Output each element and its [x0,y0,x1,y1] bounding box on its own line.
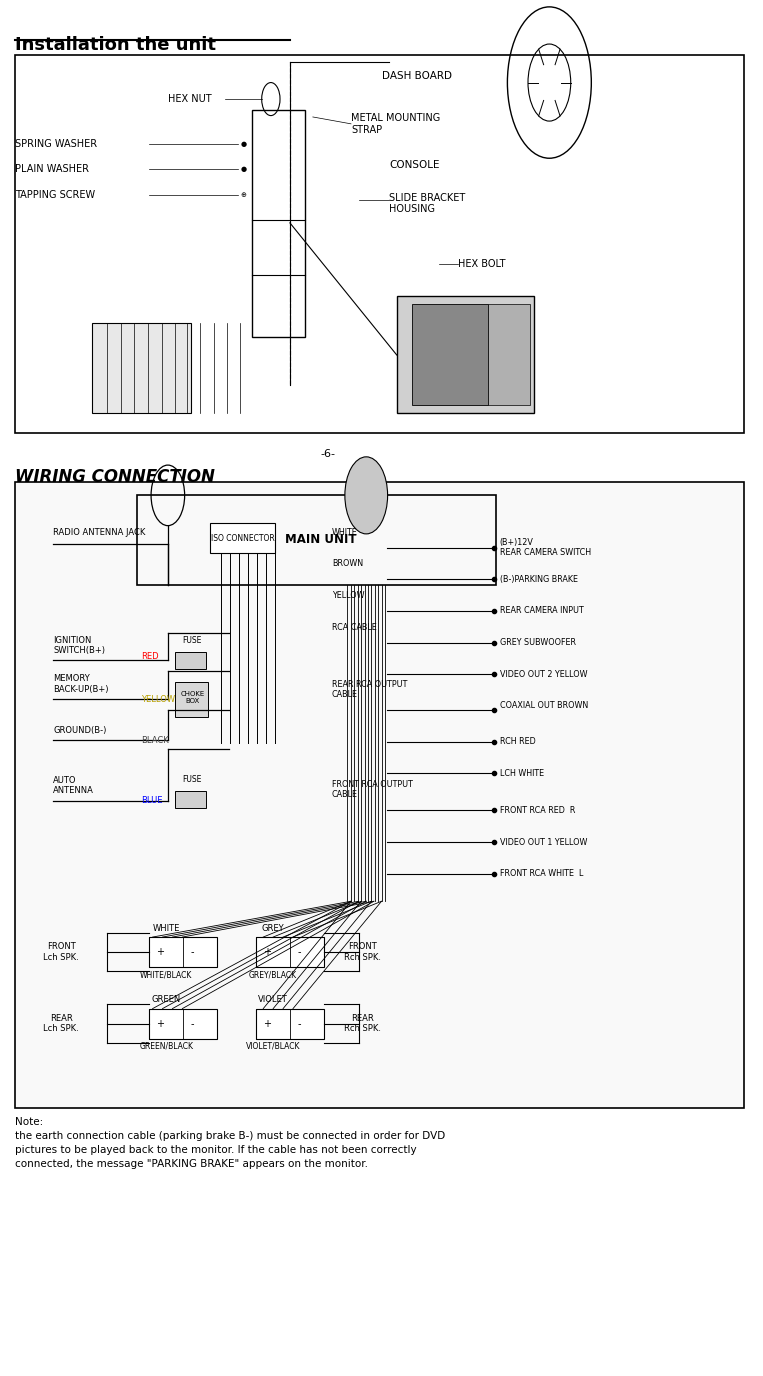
Text: RED: RED [141,652,159,660]
Text: RADIO ANTENNA JACK: RADIO ANTENNA JACK [53,527,146,537]
Text: GREEN: GREEN [152,995,181,1004]
Text: REAR
Lch SPK.: REAR Lch SPK. [43,1014,79,1033]
Bar [412,304,488,405]
Text: AUTO
ANTENNA: AUTO ANTENNA [53,776,95,795]
Bar [175,791,206,808]
Bar [210,523,275,553]
Text: REAR CAMERA INPUT: REAR CAMERA INPUT [500,607,584,615]
Text: METAL MOUNTING
STRAP: METAL MOUNTING STRAP [351,113,440,135]
Text: YELLOW: YELLOW [141,695,175,703]
Text: SLIDE BRACKET
HOUSING: SLIDE BRACKET HOUSING [389,193,465,215]
Text: CONSOLE: CONSOLE [389,160,439,171]
Text: +: + [263,947,271,958]
Text: (B+)12V
REAR CAMERA SWITCH: (B+)12V REAR CAMERA SWITCH [500,538,591,557]
Text: FUSE: FUSE [182,775,202,784]
Text: REAR RCA OUTPUT
CABLE: REAR RCA OUTPUT CABLE [332,680,407,699]
Circle shape [345,457,388,534]
Text: BLACK: BLACK [141,736,169,744]
Text: WHITE/BLACK: WHITE/BLACK [140,970,192,980]
Bar [252,110,305,337]
Text: VIDEO OUT 1 YELLOW: VIDEO OUT 1 YELLOW [500,838,588,846]
Text: IGNITION
SWITCH(B+): IGNITION SWITCH(B+) [53,636,105,655]
Bar [256,937,290,967]
Text: MAIN UNIT: MAIN UNIT [285,533,356,546]
Text: VIDEO OUT 2 YELLOW: VIDEO OUT 2 YELLOW [500,670,588,678]
Text: SPRING WASHER: SPRING WASHER [15,139,98,150]
Bar [256,1009,290,1039]
Text: FUSE: FUSE [182,636,202,645]
Text: HEX NUT: HEX NUT [168,94,211,105]
Bar [92,323,191,413]
Bar [15,55,744,433]
Text: WIRING CONNECTION: WIRING CONNECTION [15,468,215,486]
Text: ●: ● [240,166,246,172]
Text: +: + [263,1018,271,1029]
Text: +: + [156,947,164,958]
Text: ⊕: ⊕ [240,193,246,198]
Text: -: - [191,1018,195,1029]
Text: ISO CONNECTOR: ISO CONNECTOR [211,534,275,542]
Text: FRONT RCA OUTPUT
CABLE: FRONT RCA OUTPUT CABLE [332,780,413,799]
Bar [256,1009,324,1039]
Text: MEMORY
BACK-UP(B+): MEMORY BACK-UP(B+) [53,674,109,694]
Bar [397,296,534,413]
Text: RCH RED: RCH RED [500,738,536,746]
Bar [149,937,217,967]
Bar [149,1009,183,1039]
Text: VIOLET/BLACK: VIOLET/BLACK [246,1042,301,1051]
Text: BROWN: BROWN [332,559,363,568]
Text: GREY/BLACK: GREY/BLACK [249,970,298,980]
Text: FRONT
Lch SPK.: FRONT Lch SPK. [43,943,79,962]
Text: CHOKE
BOX: CHOKE BOX [180,691,204,705]
Text: Note:
the earth connection cable (parking brake B-) must be connected in order f: Note: the earth connection cable (parkin… [15,1117,446,1170]
Text: -: - [298,947,301,958]
Text: FRONT RCA WHITE  L: FRONT RCA WHITE L [500,870,583,878]
Text: DASH BOARD: DASH BOARD [382,70,452,81]
Text: TAPPING SCREW: TAPPING SCREW [15,190,95,201]
Text: RCA CABLE: RCA CABLE [332,622,377,632]
Text: GROUND(B-): GROUND(B-) [53,725,107,735]
Text: GREY: GREY [262,923,285,933]
Bar [149,1009,217,1039]
Text: GREY SUBWOOFER: GREY SUBWOOFER [500,638,576,647]
Text: +: + [156,1018,164,1029]
Text: -6-: -6- [320,449,336,460]
Bar [137,495,496,585]
Bar [488,304,530,405]
Text: BLUE: BLUE [141,797,163,805]
Text: -: - [191,947,195,958]
Text: COAXIAL OUT BROWN: COAXIAL OUT BROWN [500,702,588,710]
Text: VIOLET: VIOLET [259,995,288,1004]
Text: FRONT
Rch SPK.: FRONT Rch SPK. [344,943,381,962]
Text: FRONT RCA RED  R: FRONT RCA RED R [500,806,575,815]
Text: (B-)PARKING BRAKE: (B-)PARKING BRAKE [500,575,578,583]
Text: -: - [298,1018,301,1029]
Text: LCH WHITE: LCH WHITE [500,769,544,777]
Text: REAR
Rch SPK.: REAR Rch SPK. [344,1014,381,1033]
Bar [149,937,183,967]
Text: WHITE: WHITE [332,527,358,537]
Bar [256,937,324,967]
Text: WHITE: WHITE [153,923,180,933]
Text: YELLOW: YELLOW [332,590,365,600]
Text: Installation the unit: Installation the unit [15,36,216,54]
Text: PLAIN WASHER: PLAIN WASHER [15,164,89,175]
Text: ●: ● [240,142,246,147]
Text: GREEN/BLACK: GREEN/BLACK [140,1042,193,1051]
Bar [15,482,744,1108]
Bar [175,682,208,717]
Bar [175,652,206,669]
Text: HEX BOLT: HEX BOLT [458,259,505,270]
